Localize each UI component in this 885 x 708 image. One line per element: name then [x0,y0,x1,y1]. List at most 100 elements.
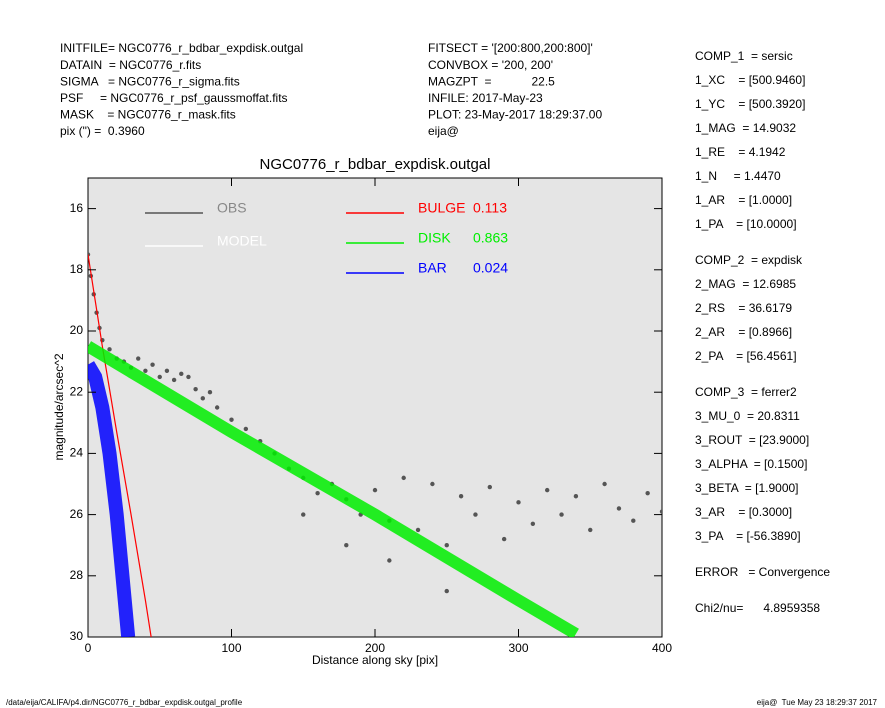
y-tick-label: 20 [70,323,84,337]
header-left-line: SIGMA = NGC0776_r_sigma.fits [60,74,240,88]
obs-point [545,487,550,493]
obs-point [458,494,464,499]
fit-parameter: 1_N = 1.4470 [695,169,781,183]
fit-parameter: 3_BETA = [1.9000] [695,481,799,495]
y-tick-label: 30 [70,629,84,643]
x-axis-label: Distance along sky [pix] [312,653,438,667]
y-tick-label: 18 [70,262,84,276]
y-tick-label: 28 [70,568,84,582]
obs-point [214,405,220,410]
obs-point [136,356,141,361]
legend-fraction: 0.024 [473,260,508,276]
obs-point [301,512,306,517]
obs-point [631,518,636,523]
obs-point [207,390,213,395]
legend-label: MODEL [217,233,267,249]
header-left-line: MASK = NGC0776_r_mask.fits [60,108,236,122]
fit-parameter: 1_RE = 4.1942 [695,145,786,159]
y-axis-label: magnitude/arcsec^2 [52,353,66,460]
fit-parameter: COMP_2 = expdisk [695,253,803,267]
obs-point [616,506,622,511]
obs-point [430,481,435,487]
obs-point [645,490,650,496]
y-tick-label: 24 [70,446,84,460]
fit-parameter: 3_ROUT = [23.9000] [695,433,809,447]
x-tick-label: 300 [508,641,528,655]
y-tick-label: 26 [70,507,84,521]
obs-point [243,426,249,432]
fit-parameter: 1_YC = [500.3920] [695,97,805,111]
legend-fraction: 0.113 [473,200,507,216]
plot-area [87,177,663,638]
fit-parameter: 3_PA = [-56.3890] [695,529,801,543]
axes: 0 100 200 300 400 16 18 20 22 24 26 28 30 OBS MODEL BUL… [70,178,672,655]
obs-point [387,558,392,563]
y-tick-label: 22 [70,384,84,398]
fit-parameter: 2_MAG = 12.6985 [695,277,796,291]
obs-point [415,527,421,533]
fit-parameter: ERROR = Convergence [695,565,830,579]
footer-left: /data/eija/CALIFA/p4.dir/NGC0776_r_bdbar… [6,698,243,707]
header-middle-line: eija@ [428,124,459,138]
obs-point [171,377,177,383]
x-tick-label: 0 [85,641,92,655]
y-tick-label: 16 [70,201,84,215]
legend-label: DISK [418,230,451,246]
fit-parameter: 3_ALPHA = [0.1500] [695,457,807,471]
obs-point [588,527,593,533]
marks [88,252,662,637]
obs-point [200,396,205,401]
chart-title: NGC0776_r_bdbar_expdisk.outgal [260,156,491,173]
fit-parameter: 2_PA = [56.4561] [695,349,797,363]
obs-point [559,512,564,517]
obs-point [444,543,449,548]
obs-point [164,368,170,373]
header-middle-line: MAGZPT = 22.5 [428,74,555,88]
fit-parameter: COMP_1 = sersic [695,49,793,63]
obs-point [315,490,320,496]
x-tick-label: 400 [652,641,672,655]
legend-label: BAR [418,260,447,276]
obs-point [401,475,406,481]
header-middle-line: PLOT: 23-May-2017 18:29:37.00 [428,108,602,122]
obs-point [193,386,198,392]
obs-point [107,347,112,352]
fit-parameter: 2_RS = 36.6179 [695,301,792,315]
obs-point [150,362,155,367]
obs-point [473,512,478,517]
header-left-line: PSF = NGC0776_r_psf_gaussmoffat.fits [60,91,288,105]
obs-point [602,481,607,487]
x-tick-label: 100 [221,641,241,655]
header-left-line: DATAIN = NGC0776_r.fits [60,58,201,72]
fit-parameter: Chi2/nu= 4.8959358 [695,601,820,615]
header-left-line: INITFILE= NGC0776_r_bdbar_expdisk.outgal [60,41,303,55]
model-component-line [88,254,152,637]
model-component-line [88,341,579,637]
obs-point [573,494,579,499]
obs-point [186,374,191,380]
header-left-line: pix (") = 0.3960 [60,124,145,138]
obs-point [530,521,536,526]
header-middle-line: CONVBOX = '200, 200' [428,58,553,72]
obs-point [143,368,148,373]
obs-point [372,487,378,493]
header-middle-line: INFILE: 2017-May-23 [428,91,543,105]
legend-label: OBS [217,200,247,216]
header: INITFILE= NGC0776_r_bdbar_expdisk.outgal… [60,41,830,615]
obs-point [501,536,507,542]
fit-parameter: COMP_3 = ferrer2 [695,385,797,399]
obs-point [229,417,234,422]
legend-label: BULGE [418,200,465,216]
obs-point [179,371,184,377]
obs-point [516,500,521,505]
fit-parameter: 1_PA = [10.0000] [695,217,797,231]
header-middle-line: FITSECT = '[200:800,200:800]' [428,41,593,55]
fit-parameter: 1_AR = [1.0000] [695,193,792,207]
fit-parameter: 2_AR = [0.8966] [695,325,792,339]
legend-fraction: 0.863 [473,230,508,246]
obs-point [344,543,349,548]
obs-point [444,588,449,594]
obs-point [659,509,662,514]
obs-point [157,374,162,380]
